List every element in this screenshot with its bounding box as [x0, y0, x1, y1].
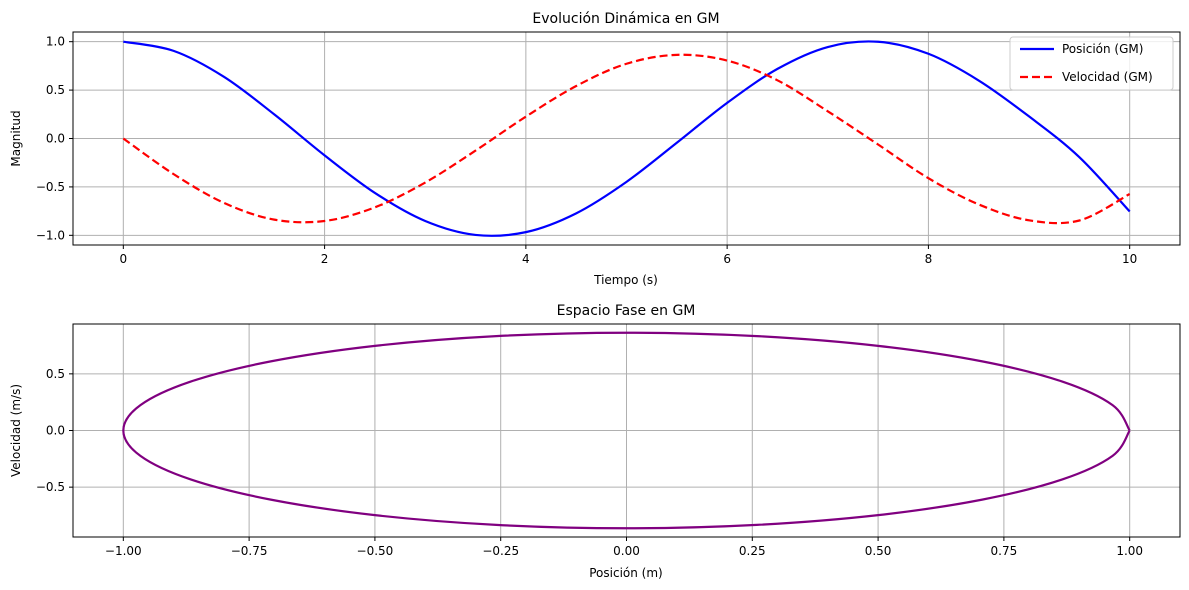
x-tick-label-0-75: −0.75 — [231, 544, 268, 558]
series-layer — [122, 40, 1131, 237]
y-tick-label-0-5: 0.5 — [46, 367, 65, 381]
legend-label-posicion: Posición (GM) — [1062, 42, 1143, 56]
series-layer — [122, 331, 1131, 530]
x-tick-label-6: 6 — [723, 252, 731, 266]
phase-trajectory-line — [122, 331, 1131, 530]
chart-title: Evolución Dinámica en GM — [532, 11, 719, 27]
x-tick-label-0-50: −0.50 — [357, 544, 394, 558]
x-axis-label: Tiempo (s) — [593, 273, 658, 287]
x-tick-label-0-25: −0.25 — [482, 544, 519, 558]
grid — [73, 324, 1180, 537]
x-axis-label: Posición (m) — [589, 566, 662, 580]
x-tick-label-8: 8 — [925, 252, 933, 266]
time-evolution-chart: Evolución Dinámica en GM 0 2 4 6 8 10 −1.0 −0.5… — [9, 11, 1181, 287]
y-tick-label-0-0: 0.0 — [46, 424, 65, 438]
x-tick-label-1-00: 1.00 — [1116, 544, 1143, 558]
y-tick-label-0-0: 0.0 — [46, 132, 65, 146]
y-tick-label-1-0: 1.0 — [46, 35, 65, 49]
tick-layer: 0 2 4 6 8 10 −1.0 −0.5 0.0 0.5 1.0 — [36, 35, 1137, 266]
y-axis-label: Magnitud — [9, 110, 23, 166]
x-tick-label-0-25: 0.25 — [739, 544, 766, 558]
x-tick-label-0-50: 0.50 — [865, 544, 892, 558]
legend: Posición (GM) Velocidad (GM) — [1009, 36, 1174, 91]
x-tick-label-0-75: 0.75 — [991, 544, 1018, 558]
legend-label-velocidad: Velocidad (GM) — [1062, 70, 1153, 84]
tick-layer: −1.00 −0.75 −0.50 −0.25 0.00 0.25 0.50 0.75 1.00… — [36, 367, 1143, 558]
y-tick-label-1-0: −1.0 — [36, 228, 65, 242]
y-tick-label-0-5: 0.5 — [46, 83, 65, 97]
chart-title: Espacio Fase en GM — [557, 303, 696, 319]
y-tick-label-0-5: −0.5 — [36, 480, 65, 494]
series-line-velocidad-gm — [122, 53, 1131, 225]
y-axis-label: Velocidad (m/s) — [9, 384, 23, 477]
x-tick-label-0-00: 0.00 — [613, 544, 640, 558]
x-tick-label-10: 10 — [1122, 252, 1137, 266]
phase-space-chart: Espacio Fase en GM −1.00 −0.75 −0.50 −0.25 0… — [9, 303, 1181, 580]
grid — [73, 32, 1180, 245]
x-tick-label-2: 2 — [321, 252, 329, 266]
y-tick-label-0-5: −0.5 — [36, 180, 65, 194]
series-line-posici-n-gm — [123, 40, 1131, 237]
x-tick-label-0: 0 — [119, 252, 127, 266]
x-tick-label-4: 4 — [522, 252, 530, 266]
x-tick-label-1-00: −1.00 — [105, 544, 142, 558]
